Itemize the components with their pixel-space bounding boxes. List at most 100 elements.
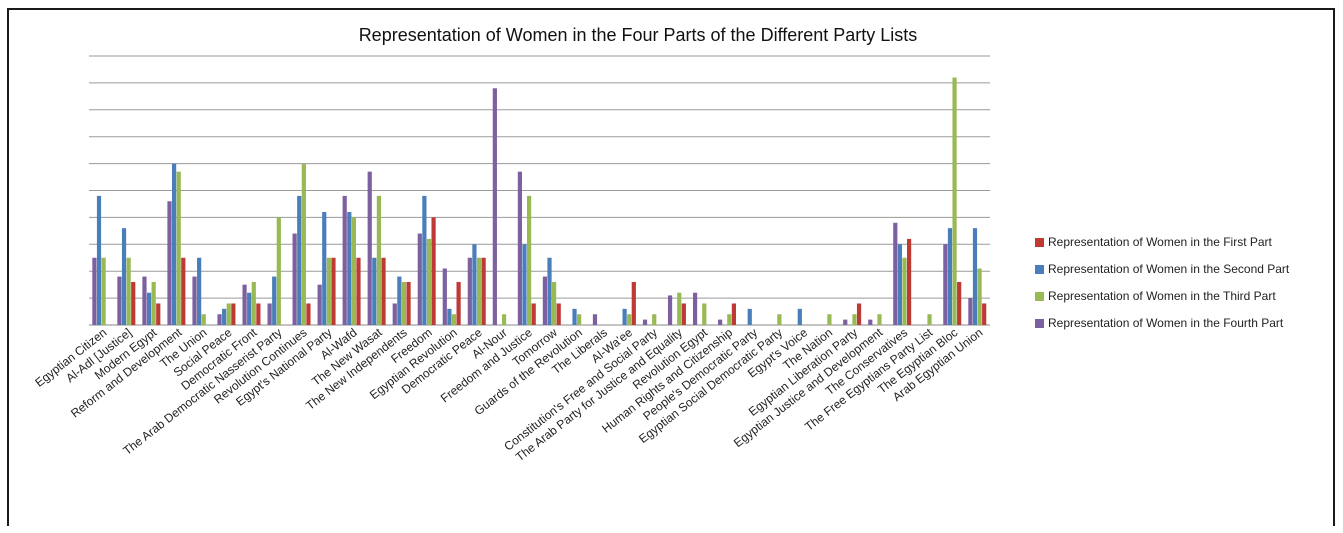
bar <box>957 281 962 325</box>
bar <box>392 303 397 325</box>
bar <box>542 276 548 325</box>
bar <box>522 244 527 325</box>
bar <box>226 303 231 325</box>
bar <box>397 276 402 325</box>
bar <box>702 303 707 325</box>
legend-label: Representation of Women in the Second Pa… <box>1048 262 1290 276</box>
bar <box>947 228 953 325</box>
legend-label: Representation of Women in the Fourth Pa… <box>1048 316 1284 330</box>
bar <box>943 244 948 325</box>
legend-swatch <box>1035 319 1044 328</box>
bar <box>577 314 582 325</box>
bar <box>322 212 327 325</box>
bar <box>517 171 522 325</box>
bar <box>442 268 447 325</box>
bar <box>476 257 482 325</box>
bar <box>381 257 386 325</box>
bar <box>472 244 477 325</box>
bar <box>406 281 411 325</box>
bar <box>401 281 407 325</box>
legend-label: Representation of Women in the First Par… <box>1048 235 1273 249</box>
bar <box>347 212 352 325</box>
bar <box>977 268 982 325</box>
grid-lines <box>89 55 990 326</box>
bar <box>251 281 256 325</box>
bar <box>417 233 422 325</box>
bar <box>952 77 957 326</box>
bar <box>856 303 862 325</box>
bar <box>877 314 882 325</box>
bar <box>431 217 436 325</box>
bar <box>176 171 181 325</box>
chart-frame <box>7 8 1335 526</box>
legend-swatch <box>1035 238 1044 247</box>
bar <box>256 303 261 325</box>
bar <box>852 314 857 325</box>
bar <box>156 303 161 325</box>
legend-label: Representation of Women in the Third Par… <box>1048 289 1276 303</box>
legend: Representation of Women in the First Par… <box>1035 235 1290 330</box>
bar <box>172 163 177 325</box>
bar <box>526 195 532 325</box>
bar <box>552 281 557 325</box>
bar <box>777 314 782 325</box>
bar <box>902 257 907 325</box>
bar <box>326 257 331 325</box>
bar <box>972 228 978 325</box>
bar <box>727 314 732 325</box>
bar <box>677 292 682 325</box>
legend-swatch <box>1035 265 1044 274</box>
bar <box>222 308 227 325</box>
bar <box>247 292 252 325</box>
bar <box>547 257 552 325</box>
bar <box>197 257 202 325</box>
bar <box>181 257 186 325</box>
bar <box>868 319 873 325</box>
bar <box>667 295 673 325</box>
bar <box>376 195 382 325</box>
bar <box>631 281 636 325</box>
bar <box>827 314 832 325</box>
bar <box>231 303 236 325</box>
bar <box>351 217 356 325</box>
bar <box>447 308 452 325</box>
bar <box>121 228 127 325</box>
bar <box>242 284 247 325</box>
bar <box>747 308 752 325</box>
bar <box>627 314 632 325</box>
bar <box>331 257 336 325</box>
bar <box>692 292 698 325</box>
bar <box>451 314 457 325</box>
bar <box>652 314 657 325</box>
bar <box>131 281 136 325</box>
bar <box>893 222 898 325</box>
bar <box>267 303 272 325</box>
bar <box>968 298 973 325</box>
bar <box>927 314 932 325</box>
bar <box>456 281 461 325</box>
bar <box>151 281 156 325</box>
bar <box>501 314 507 325</box>
bar <box>306 303 311 325</box>
bar <box>276 217 281 325</box>
bar <box>146 292 152 325</box>
bar <box>126 257 131 325</box>
bar-marks <box>92 77 987 326</box>
bar <box>556 303 561 325</box>
bar <box>372 257 377 325</box>
bar <box>492 88 497 325</box>
bar <box>718 319 723 325</box>
bar <box>117 276 122 325</box>
bar <box>422 195 427 325</box>
bar <box>96 195 102 325</box>
bar <box>907 238 912 325</box>
bar <box>797 308 802 325</box>
bar <box>531 303 536 325</box>
bar <box>217 314 222 325</box>
bar <box>101 257 106 325</box>
bar <box>192 276 197 325</box>
bar <box>167 201 172 325</box>
bar <box>481 257 486 325</box>
